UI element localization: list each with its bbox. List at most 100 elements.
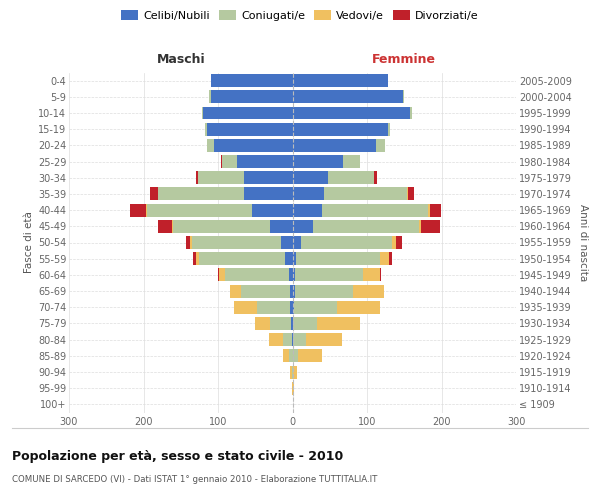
- Bar: [190, 236, 192, 249]
- Bar: [292, 382, 293, 394]
- Bar: [269, 333, 283, 346]
- Bar: [337, 301, 380, 314]
- Legend: Celibi/Nubili, Coniugati/e, Vedovi/e, Divorziati/e: Celibi/Nubili, Coniugati/e, Vedovi/e, Di…: [117, 6, 483, 25]
- Bar: [196, 252, 199, 265]
- Bar: [293, 301, 294, 314]
- Bar: [293, 106, 410, 120]
- Bar: [403, 90, 404, 104]
- Bar: [192, 236, 281, 249]
- Bar: [292, 333, 293, 346]
- Bar: [419, 220, 421, 233]
- Bar: [158, 188, 244, 200]
- Bar: [289, 350, 293, 362]
- Bar: [322, 204, 428, 216]
- Bar: [389, 252, 392, 265]
- Bar: [430, 204, 441, 216]
- Bar: [209, 90, 211, 104]
- Bar: [293, 74, 388, 87]
- Bar: [130, 204, 146, 216]
- Bar: [218, 268, 220, 281]
- Bar: [293, 350, 298, 362]
- Bar: [293, 188, 324, 200]
- Bar: [214, 139, 293, 152]
- Bar: [408, 188, 414, 200]
- Bar: [147, 204, 251, 216]
- Bar: [392, 236, 396, 249]
- Bar: [306, 333, 341, 346]
- Bar: [257, 301, 290, 314]
- Bar: [290, 284, 293, 298]
- Bar: [293, 366, 297, 378]
- Bar: [196, 172, 198, 184]
- Bar: [293, 90, 403, 104]
- Bar: [146, 204, 147, 216]
- Bar: [203, 106, 293, 120]
- Bar: [236, 155, 293, 168]
- Bar: [293, 155, 343, 168]
- Bar: [291, 317, 293, 330]
- Bar: [207, 122, 293, 136]
- Bar: [241, 284, 290, 298]
- Bar: [295, 284, 353, 298]
- Bar: [396, 236, 402, 249]
- Bar: [285, 252, 293, 265]
- Bar: [376, 139, 385, 152]
- Bar: [293, 172, 328, 184]
- Bar: [222, 155, 236, 168]
- Bar: [186, 236, 190, 249]
- Bar: [410, 106, 412, 120]
- Bar: [193, 252, 196, 265]
- Bar: [388, 122, 390, 136]
- Bar: [293, 268, 295, 281]
- Bar: [292, 366, 293, 378]
- Bar: [380, 268, 381, 281]
- Bar: [324, 188, 407, 200]
- Bar: [211, 74, 293, 87]
- Bar: [251, 204, 293, 216]
- Bar: [230, 284, 241, 298]
- Text: COMUNE DI SARCEDO (VI) - Dati ISTAT 1° gennaio 2010 - Elaborazione TUTTITALIA.IT: COMUNE DI SARCEDO (VI) - Dati ISTAT 1° g…: [12, 475, 377, 484]
- Bar: [173, 220, 270, 233]
- Bar: [293, 317, 317, 330]
- Bar: [198, 172, 244, 184]
- Bar: [158, 220, 172, 233]
- Bar: [293, 382, 294, 394]
- Bar: [293, 252, 296, 265]
- Bar: [255, 317, 270, 330]
- Bar: [289, 268, 293, 281]
- Text: Maschi: Maschi: [157, 53, 205, 66]
- Bar: [150, 188, 158, 200]
- Bar: [295, 268, 363, 281]
- Bar: [221, 155, 222, 168]
- Bar: [343, 155, 359, 168]
- Bar: [211, 90, 293, 104]
- Bar: [172, 220, 173, 233]
- Bar: [202, 106, 203, 120]
- Bar: [293, 284, 295, 298]
- Text: Femmine: Femmine: [372, 53, 436, 66]
- Bar: [293, 204, 322, 216]
- Bar: [244, 172, 293, 184]
- Bar: [270, 317, 291, 330]
- Bar: [294, 301, 337, 314]
- Bar: [353, 284, 384, 298]
- Bar: [421, 220, 440, 233]
- Bar: [407, 188, 408, 200]
- Bar: [226, 268, 289, 281]
- Bar: [428, 204, 430, 216]
- Bar: [207, 139, 214, 152]
- Y-axis label: Anni di nascita: Anni di nascita: [578, 204, 589, 281]
- Bar: [293, 333, 306, 346]
- Bar: [328, 172, 374, 184]
- Bar: [283, 350, 289, 362]
- Bar: [296, 252, 380, 265]
- Bar: [313, 220, 419, 233]
- Text: Popolazione per età, sesso e stato civile - 2010: Popolazione per età, sesso e stato civil…: [12, 450, 343, 463]
- Bar: [293, 236, 301, 249]
- Bar: [374, 172, 377, 184]
- Bar: [290, 366, 292, 378]
- Bar: [283, 333, 292, 346]
- Bar: [244, 188, 293, 200]
- Bar: [220, 268, 226, 281]
- Bar: [380, 252, 389, 265]
